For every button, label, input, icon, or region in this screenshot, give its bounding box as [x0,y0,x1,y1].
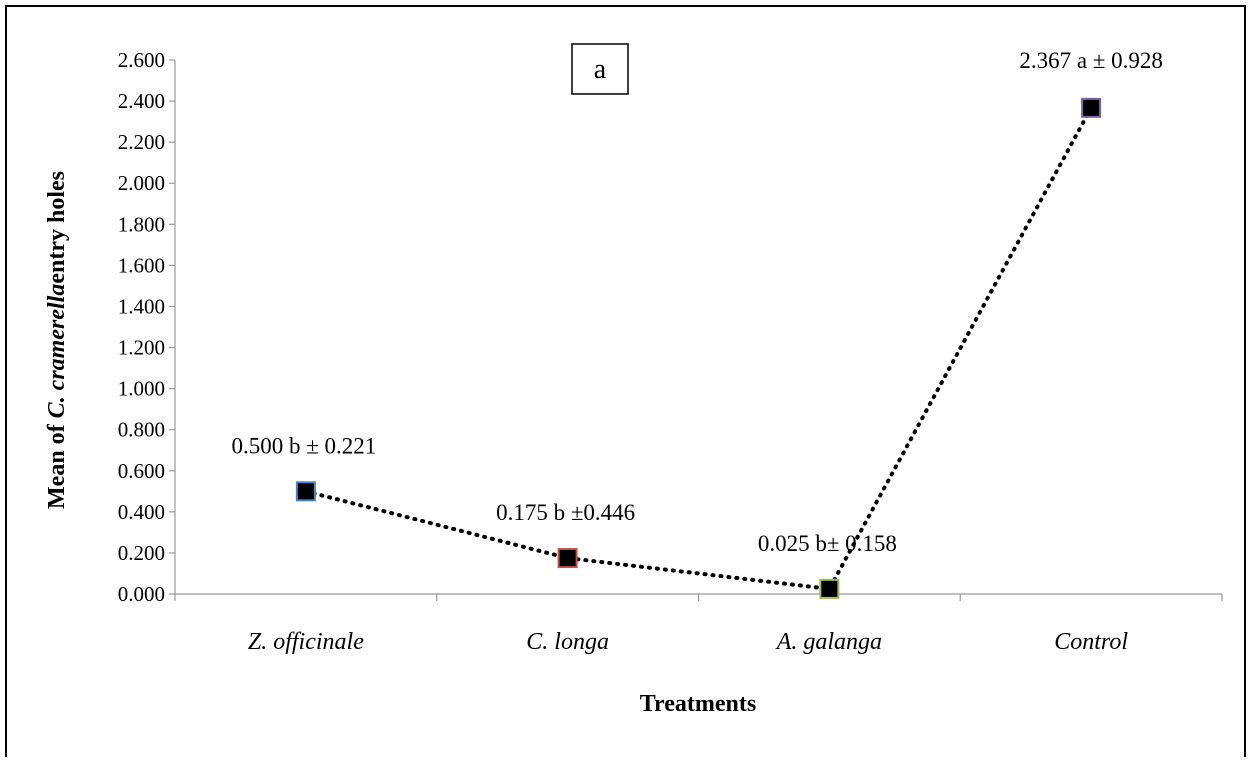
panel-label: a [571,43,629,95]
x-tick-label: Control [1054,629,1128,655]
y-axis-title-prefix: Mean of [44,418,70,509]
y-axis-title: Mean of C. cramerellaentry holes [44,171,70,509]
y-tick-label: 0.800 [118,418,165,442]
y-tick-label: 0.200 [118,541,165,565]
data-label: 0.175 b ±0.446 [496,500,635,525]
series-line [303,105,1094,592]
data-point [295,481,316,502]
y-tick-label: 2.400 [118,89,165,113]
x-tick-label: A. galanga [775,629,882,655]
x-tick-label: Z. officinale [248,629,364,655]
y-tick-label: 2.000 [118,171,165,195]
y-tick-label: 1.800 [118,212,165,236]
panel-label-text: a [594,54,607,85]
axes: 0.000 0.200 0.400 0.600 0.800 1.000 1.200 1.400… [118,48,1223,655]
y-axis-title-species: C. cramerella [44,284,70,419]
y-tick-label: 2.600 [118,48,165,72]
data-point [819,578,840,599]
y-tick-label: 1.600 [118,253,165,277]
data-point [1081,97,1102,118]
data-point [557,548,578,569]
y-tick-label: 1.400 [118,294,165,318]
chart-frame [5,5,1246,757]
data-labels: 0.500 b ± 0.221 0.175 b ±0.446 0.025 b± 0.… [231,48,1162,556]
y-axis-title-suffix: entry holes [44,171,70,284]
y-tick-label: 0.400 [118,500,165,524]
y-tick-label: 1.000 [118,377,165,401]
series [295,97,1102,599]
y-tick-label: 1.200 [118,336,165,360]
x-tick-label: C. longa [526,629,609,655]
x-axis-title: Treatments [640,691,756,717]
y-tick-label: 0.000 [118,582,165,606]
panel-label-box [571,43,629,95]
data-label: 0.025 b± 0.158 [758,531,897,556]
data-label: 0.500 b ± 0.221 [231,433,376,458]
data-label: 2.367 a ± 0.928 [1019,48,1163,73]
y-tick-label: 0.600 [118,459,165,483]
y-tick-label: 2.200 [118,130,165,154]
